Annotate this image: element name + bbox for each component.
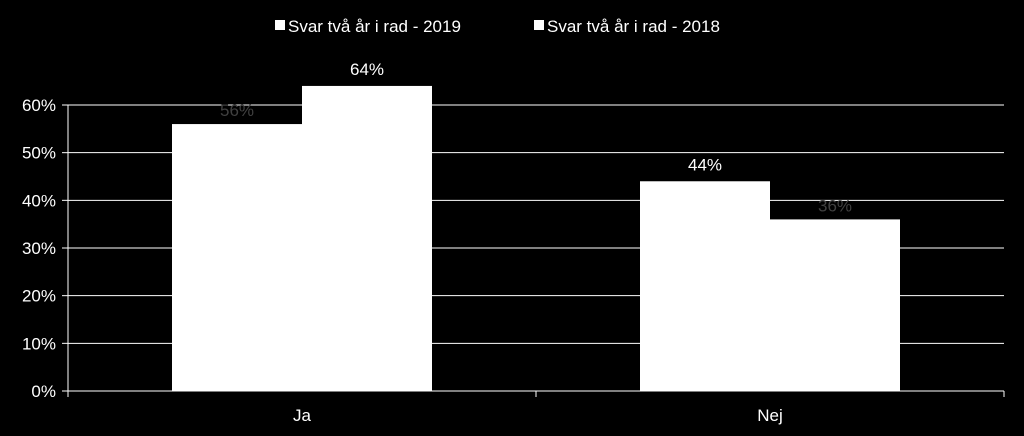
y-tick-label: 30% — [22, 239, 56, 258]
bar-2019-nej — [640, 181, 770, 391]
legend-swatch — [534, 20, 544, 30]
y-tick-label: 50% — [22, 144, 56, 163]
data-label: 64% — [350, 60, 384, 79]
data-label: 44% — [688, 155, 722, 174]
bars — [172, 85, 900, 392]
data-label: 56% — [220, 101, 254, 120]
legend-swatch — [275, 20, 285, 30]
y-axis-tick-labels: 0% 10% 20% 30% 40% 50% 60% — [22, 96, 69, 401]
bar-2018-nej — [770, 219, 900, 391]
y-tick-label: 40% — [22, 191, 56, 210]
bar-2018-ja — [302, 85, 432, 391]
y-tick-label: 0% — [31, 382, 56, 401]
data-labels: 56% 64% 44% 36% — [220, 60, 852, 215]
bar-2019-ja — [172, 124, 302, 392]
data-label: 36% — [818, 196, 852, 215]
x-axis: Ja Nej — [67, 390, 1005, 425]
x-category-label: Ja — [293, 406, 312, 425]
y-tick-label: 60% — [22, 96, 56, 115]
y-tick-label: 20% — [22, 287, 56, 306]
legend: Svar två år i rad - 2019 Svar två år i ra… — [275, 17, 720, 36]
y-tick-label: 10% — [22, 334, 56, 353]
legend-label: Svar två år i rad - 2018 — [547, 17, 720, 36]
legend-label: Svar två år i rad - 2019 — [288, 17, 461, 36]
x-category-label: Nej — [757, 406, 783, 425]
